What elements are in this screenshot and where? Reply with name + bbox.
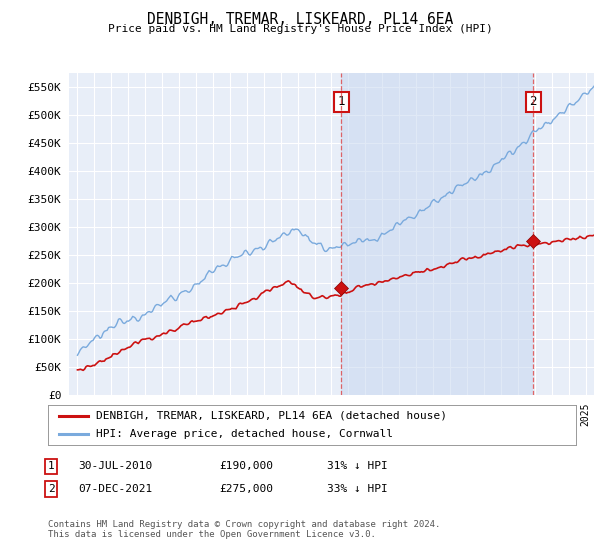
Text: £190,000: £190,000 xyxy=(219,461,273,472)
Text: Price paid vs. HM Land Registry's House Price Index (HPI): Price paid vs. HM Land Registry's House … xyxy=(107,24,493,34)
Text: 1: 1 xyxy=(47,461,55,472)
Text: 2: 2 xyxy=(47,484,55,494)
Text: £275,000: £275,000 xyxy=(219,484,273,494)
Text: DENBIGH, TREMAR, LISKEARD, PL14 6EA: DENBIGH, TREMAR, LISKEARD, PL14 6EA xyxy=(147,12,453,27)
Text: 33% ↓ HPI: 33% ↓ HPI xyxy=(327,484,388,494)
Text: 30-JUL-2010: 30-JUL-2010 xyxy=(78,461,152,472)
Text: 1: 1 xyxy=(338,95,345,108)
Text: DENBIGH, TREMAR, LISKEARD, PL14 6EA (detached house): DENBIGH, TREMAR, LISKEARD, PL14 6EA (det… xyxy=(95,411,446,421)
Bar xyxy=(341,73,533,395)
Text: HPI: Average price, detached house, Cornwall: HPI: Average price, detached house, Corn… xyxy=(95,430,392,439)
Text: Contains HM Land Registry data © Crown copyright and database right 2024.
This d: Contains HM Land Registry data © Crown c… xyxy=(48,520,440,539)
Text: 2: 2 xyxy=(530,95,537,108)
Text: 07-DEC-2021: 07-DEC-2021 xyxy=(78,484,152,494)
Text: 31% ↓ HPI: 31% ↓ HPI xyxy=(327,461,388,472)
